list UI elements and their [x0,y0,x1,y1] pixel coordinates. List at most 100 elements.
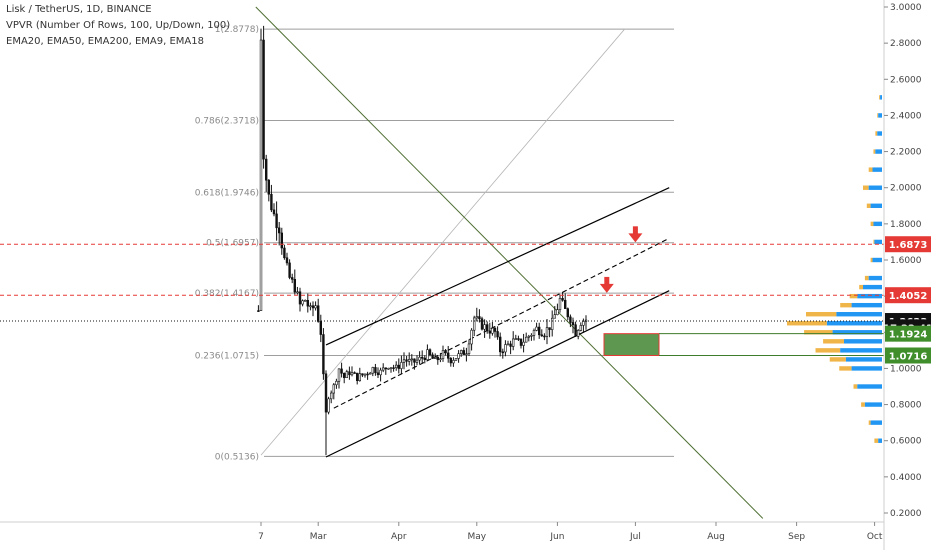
drawings-layer [255,6,764,519]
price-tag-resistance[interactable]: 1.4052 [885,287,931,304]
candle [397,358,400,374]
volume-profile-bar-down [874,438,879,443]
channel-mid-dashed-line[interactable] [333,237,670,409]
candle-body [413,358,416,363]
price-axis-label: 1.6000 [890,256,922,266]
candle-body [337,368,341,382]
candle [400,355,403,374]
vpvr-indicator-label[interactable]: VPVR (Number Of Rows, 100, Up/Down, 100) [6,20,231,31]
candle-body [506,343,510,346]
candle [522,333,525,353]
candle-body [381,367,385,371]
candle [306,293,309,313]
channel-upper-line[interactable] [325,187,670,346]
candle-body [519,338,523,346]
candle-body [509,343,512,347]
candle [579,322,583,332]
candle-body [428,349,432,356]
candle [332,383,335,400]
candle-body [397,364,400,369]
down-arrow-head [628,233,643,243]
candle-body [475,316,478,319]
candle-body [275,213,278,229]
candle [337,368,341,389]
candle-body [376,372,380,376]
candle-body [319,321,322,335]
candle [368,371,372,375]
time-axis-label: Oct [867,532,883,542]
ema-indicator-label[interactable]: EMA20, EMA50, EMA200, EMA9, EMA18 [6,36,204,47]
candle-body [436,357,439,361]
support-zone-box[interactable] [603,333,660,356]
candle-body [340,368,343,374]
candle [457,350,460,363]
candle-body [459,350,463,354]
candle-body [558,297,562,310]
candle [275,201,278,241]
candle [335,378,338,389]
candle-body [293,279,296,293]
candle [309,302,312,311]
fib-level-label: 0.382(1.4167) [195,289,259,299]
down-arrow-icon [628,226,643,243]
candle-body [366,373,369,376]
candle [314,301,317,311]
candle [431,352,434,359]
candle [444,348,447,356]
candle [509,340,512,355]
price-tag-support[interactable]: 1.0716 [885,347,931,364]
price-tag-support[interactable]: 1.1924 [885,325,931,342]
candle-body [415,359,419,363]
candle-body [472,317,476,331]
candle-body [368,372,372,375]
candle-body [288,262,291,278]
price-tag-resistance[interactable]: 1.6873 [885,236,931,253]
candle [483,319,486,338]
candle-body [363,373,367,376]
candle [407,352,411,366]
volume-profile-bar-up [832,330,882,335]
candle [267,179,270,202]
price-axis[interactable]: 3.0000 2.8000 2.6000 2.4000 2.2000 2.0000 1.80… [883,0,932,550]
candle-body [353,372,356,374]
volume-profile-bar-up [857,384,882,389]
time-axis[interactable]: 7 Mar Apr May Jun Jul Aug Sep Oct [0,521,884,542]
candle [298,287,302,312]
candle [415,355,419,366]
channel-lower-line[interactable] [325,290,670,458]
candle [504,340,507,357]
symbol-title[interactable]: Lisk / TetherUS, 1D, BINANCE [6,4,152,15]
volume-profile-bar-down [853,384,858,389]
candle-body [418,356,421,361]
candle [475,307,478,322]
candle-body [379,369,382,376]
descending-trendline[interactable] [255,6,764,519]
candle-body [517,338,520,340]
volume-profile-bar-down [875,131,878,136]
candle-body [410,358,413,361]
candle-body [329,392,333,400]
candle [392,364,395,372]
candle-body [262,39,265,160]
candle-body [537,326,541,336]
volume-profile-bar-down [873,239,875,245]
fib-level-label: 0.618(1.9746) [195,188,259,198]
volume-profile-bar-down [806,312,837,317]
time-axis-label: Sep [788,532,805,542]
volume-profile-bar-up [851,366,882,371]
volume-profile-bar-up [873,221,882,227]
volume-profile-bar-up [857,293,882,299]
price-tag-label: 1.0716 [889,351,928,362]
candle-body [462,350,465,355]
candle-body [457,353,460,359]
candles-layer [257,25,588,456]
volume-profile-bar-up [868,275,882,281]
volume-profile-bar-up [872,167,882,172]
candle [493,327,497,338]
candle [545,319,549,345]
candle [459,349,463,357]
price-tag-background [885,325,931,342]
down-arrow-shaft [632,226,638,235]
